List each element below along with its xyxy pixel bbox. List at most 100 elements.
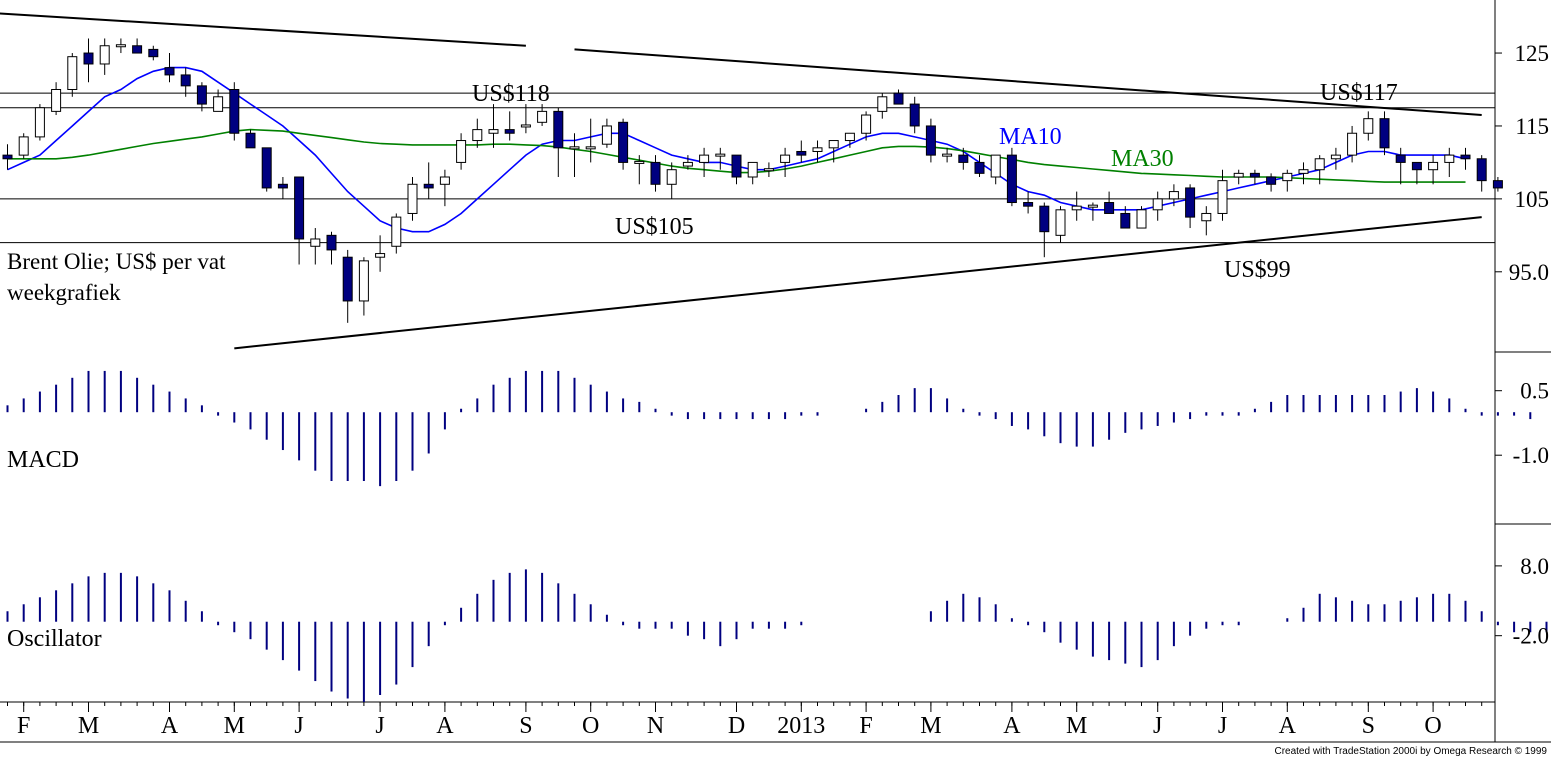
candle [196, 82, 207, 112]
candle-body-down [423, 183, 434, 189]
candle-body-up [1330, 154, 1341, 160]
candle-body-up [439, 176, 450, 185]
candle-body-up [877, 96, 888, 112]
x-tick-label: J [375, 713, 384, 739]
candle [1071, 191, 1082, 221]
candle [277, 177, 288, 199]
y-tick-label: 95.0 [1509, 260, 1549, 285]
candle [763, 162, 774, 177]
candle-body-down [326, 234, 337, 251]
macd-panel: 0.5 -1.0 MACD [6, 370, 1549, 487]
y-tick-label: 115 [1515, 114, 1549, 139]
candle-body-down [1476, 158, 1487, 182]
candle [326, 231, 337, 265]
candle [1411, 161, 1422, 185]
candle [520, 104, 531, 134]
candle [731, 154, 742, 185]
candle [601, 118, 612, 148]
candle [1314, 155, 1325, 185]
x-tick-label: S [519, 713, 532, 739]
candle-body-up [310, 238, 321, 247]
candle-body-down [1185, 187, 1196, 218]
candle-body-up [67, 56, 78, 90]
candle [342, 249, 353, 323]
candle-body-up [699, 154, 710, 163]
candle-body-up [763, 168, 774, 172]
credit-text: Created with TradeStation 2000i by Omega… [1274, 746, 1547, 757]
candle-body-up [1233, 172, 1244, 178]
candle-body-down [796, 150, 807, 156]
candle-body-up [634, 160, 645, 164]
candle [537, 104, 548, 126]
candle [812, 140, 823, 163]
candle [990, 154, 1001, 185]
candle-body-down [1379, 118, 1390, 149]
candle-body-down [1006, 154, 1017, 204]
candle [2, 144, 13, 170]
x-tick-label: F [859, 713, 872, 739]
candle [1152, 191, 1163, 221]
candle [828, 140, 839, 163]
candle-body-up [844, 132, 855, 142]
candle-body-down [925, 125, 936, 156]
candle-body-down [1023, 202, 1034, 207]
x-tick-label: O [1424, 713, 1441, 739]
candle-body-down [261, 147, 272, 189]
candle-body-up [1087, 204, 1098, 208]
candle-body-up [942, 153, 953, 157]
candle-body-down [650, 161, 661, 185]
candle-body-up [99, 45, 110, 65]
candle-body-up [213, 96, 224, 112]
candle-body-up [520, 124, 531, 128]
candle-body-down [553, 110, 564, 149]
candle-body-up [715, 153, 726, 157]
candle-body-down [974, 161, 985, 174]
candle-body-down [342, 256, 353, 302]
candle [294, 176, 305, 265]
candle [585, 118, 596, 163]
candle-body-down [2, 154, 13, 160]
candle [213, 89, 224, 112]
x-tick-label: D [728, 713, 745, 739]
candle [1136, 206, 1147, 229]
candle [34, 104, 45, 141]
candle [715, 147, 726, 170]
candle-body-down [245, 132, 256, 149]
candle-body-up [990, 154, 1001, 178]
x-tick-label: M [920, 713, 941, 739]
candle-body-up [812, 147, 823, 152]
price-chart-title: Brent Olie; US$ per vat [7, 249, 226, 274]
candle [1201, 206, 1212, 236]
candle [699, 147, 710, 177]
candle [1249, 169, 1260, 185]
candle-body-up [358, 260, 369, 302]
x-tick-label: J [1218, 713, 1227, 739]
candle-body-down [294, 176, 305, 240]
candle-body-down [132, 45, 143, 54]
candle [861, 111, 872, 141]
candle-body-up [1363, 118, 1374, 134]
candle [148, 45, 159, 61]
candle-body-down [148, 48, 159, 58]
candle-body-down [909, 103, 920, 127]
candle-body-down [1120, 212, 1131, 229]
candle [569, 133, 580, 177]
candle [132, 38, 143, 54]
indicator-label: MACD [7, 447, 79, 473]
x-tick-label: M [78, 713, 99, 739]
candle [180, 67, 191, 97]
x-tick-label: O [582, 713, 599, 739]
candle [99, 38, 110, 75]
candle-body-up [1201, 212, 1212, 222]
candle [666, 162, 677, 199]
candle [1168, 184, 1179, 207]
candle-body-up [1055, 209, 1066, 236]
candle [1492, 177, 1503, 192]
candle-body-up [780, 154, 791, 163]
candle [310, 228, 321, 265]
candle [1444, 147, 1455, 177]
oscillator-panel: 8.0 -2.0 Oscillator [6, 554, 1549, 702]
candle-body-up [115, 44, 126, 48]
candle-body-up [34, 107, 45, 138]
